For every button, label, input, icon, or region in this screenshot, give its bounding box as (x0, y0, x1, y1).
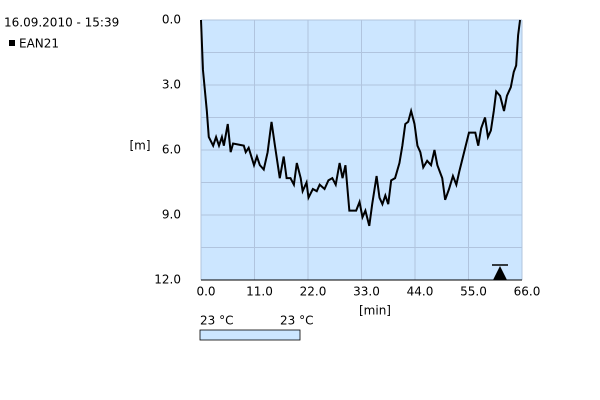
temp-label-left: 23 °C (200, 314, 233, 328)
legend-swatch (9, 40, 15, 46)
level-marker (493, 266, 507, 280)
plot: 0.0 3.0 6.0 9.0 12.0 0.0 11.0 22.0 33.0 44.0 55.0 6… (154, 13, 540, 299)
x-axis-label: [min] (359, 304, 391, 318)
temp-label-right: 23 °C (280, 314, 313, 328)
y-axis-label: [m] (129, 139, 150, 153)
x-tick-label: 44.0 (407, 285, 434, 299)
y-tick-label: 12.0 (154, 273, 181, 287)
y-tick-label: 9.0 (162, 208, 181, 222)
x-tick-label: 33.0 (353, 285, 380, 299)
y-tick-label: 0.0 (162, 13, 181, 27)
x-tick-label: 11.0 (246, 285, 273, 299)
data-line (200, 19, 522, 227)
x-tick-label: 0.0 (196, 285, 215, 299)
y-tick-label: 6.0 (162, 143, 181, 157)
legend-label: EAN21 (19, 37, 59, 51)
x-tick-label: 22.0 (300, 285, 327, 299)
y-tick-label: 3.0 (162, 78, 181, 92)
x-tick-label: 55.0 (460, 285, 487, 299)
chart-title: 16.09.2010 - 15:39 (4, 16, 119, 30)
temp-bar (199, 329, 301, 341)
x-tick-label: 66.0 (514, 285, 541, 299)
